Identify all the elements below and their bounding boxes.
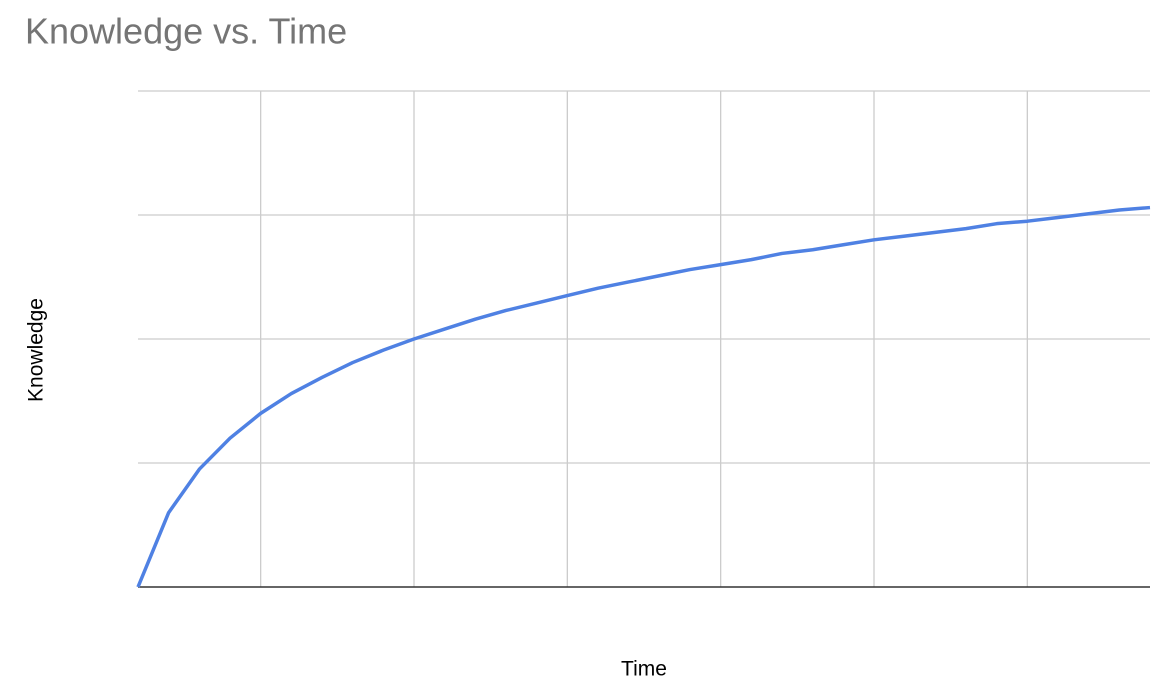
data-line bbox=[136, 205, 1151, 588]
x-axis-label: Time bbox=[621, 658, 667, 681]
y-axis-label: Knowledge bbox=[25, 298, 48, 402]
chart-title: Knowledge vs. Time bbox=[25, 11, 347, 52]
